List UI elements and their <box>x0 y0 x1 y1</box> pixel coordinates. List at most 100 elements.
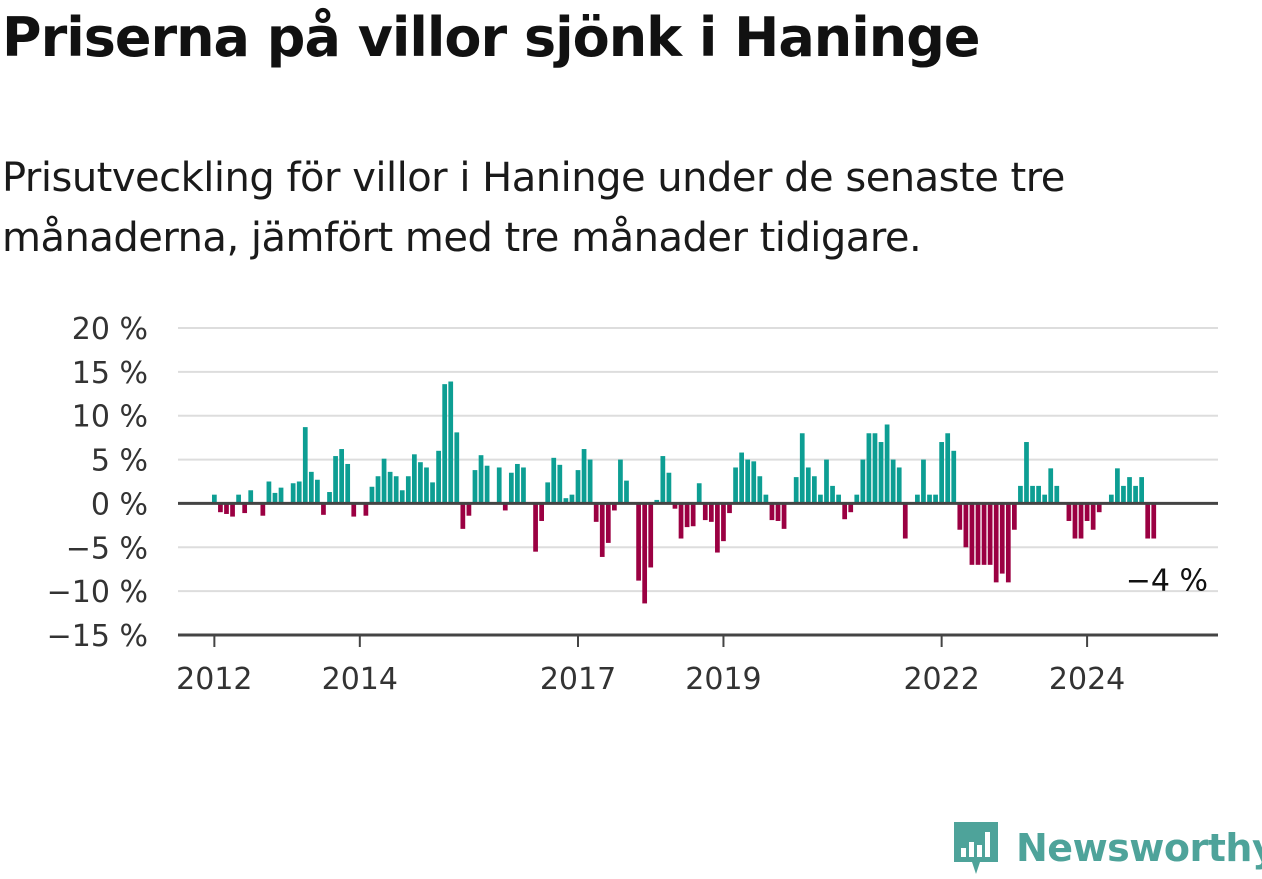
bar <box>975 503 981 565</box>
bar <box>799 433 805 504</box>
bar <box>793 477 799 504</box>
bar <box>1133 485 1138 504</box>
bar <box>521 467 526 504</box>
bar <box>460 503 466 529</box>
bar <box>999 503 1005 574</box>
y-tick-label: 20 % <box>72 312 148 347</box>
x-tick-label: 2019 <box>685 662 761 697</box>
x-tick-label: 2012 <box>176 662 252 697</box>
x-axis-tick-labels: 2012 2014 2017 2019 2022 2024 <box>176 635 1125 697</box>
bar <box>472 470 478 504</box>
bar-chart-logo-icon <box>954 822 998 874</box>
bar <box>848 503 854 513</box>
bar <box>727 503 732 514</box>
bar <box>242 503 248 514</box>
bar <box>1090 503 1096 530</box>
bar <box>308 471 314 504</box>
bar <box>1115 468 1120 504</box>
newsworthy-logo: Newsworthy <box>950 818 1262 878</box>
x-tick-label: 2017 <box>540 662 616 697</box>
bar <box>624 480 629 504</box>
bar <box>921 459 926 504</box>
bar <box>1030 485 1035 504</box>
bar <box>1012 503 1017 530</box>
bar <box>672 503 678 509</box>
bar <box>660 456 666 504</box>
axes <box>178 501 1218 637</box>
bar <box>654 499 660 504</box>
bar <box>1072 503 1078 539</box>
bar <box>836 494 841 504</box>
bar <box>939 442 944 504</box>
bar <box>830 485 835 504</box>
bar <box>418 462 423 504</box>
y-tick-label: 15 % <box>72 356 148 391</box>
bar <box>1036 485 1041 504</box>
bar <box>860 459 866 504</box>
bar <box>587 459 593 504</box>
bar <box>236 494 241 504</box>
latest-value-label: −4 % <box>1126 564 1208 599</box>
bar <box>884 424 890 504</box>
bar <box>375 476 381 504</box>
bar-chart: 20 %15 %10 %5 %0 %−5 %−10 %−15 % 2012 201… <box>47 312 1218 697</box>
bar <box>405 476 411 504</box>
bar <box>678 503 684 539</box>
bar <box>708 503 714 522</box>
bar <box>351 503 357 517</box>
bar <box>1054 485 1060 504</box>
bar <box>551 457 557 504</box>
bar <box>581 449 587 504</box>
bar <box>1151 503 1157 539</box>
bar <box>557 464 563 504</box>
y-tick-label: −5 % <box>66 531 148 566</box>
bar <box>696 483 702 504</box>
bar <box>448 381 454 504</box>
bar <box>496 467 502 504</box>
bar <box>1121 485 1126 504</box>
bar-series <box>212 381 1157 604</box>
bar <box>993 503 999 583</box>
bar <box>721 503 726 542</box>
bar <box>502 503 508 511</box>
bar <box>478 455 484 504</box>
bar <box>315 479 320 504</box>
bar <box>927 494 932 504</box>
bar <box>945 433 951 504</box>
bar <box>890 459 896 504</box>
bar <box>484 465 490 504</box>
bar <box>387 471 393 504</box>
bar <box>1145 503 1151 539</box>
bar <box>969 503 975 565</box>
bar <box>702 503 708 521</box>
chart-title: Priserna på villor sjönk i Haninge <box>2 6 980 69</box>
bar <box>896 467 902 504</box>
bar <box>981 503 987 565</box>
bar <box>436 450 441 504</box>
bar <box>1066 503 1072 521</box>
bar <box>442 384 448 504</box>
bar <box>302 427 308 504</box>
bar <box>599 503 605 557</box>
bar <box>715 503 720 553</box>
bar <box>805 467 811 504</box>
bar <box>987 503 993 565</box>
bar <box>866 433 872 504</box>
bar <box>605 503 611 543</box>
bar <box>454 432 460 504</box>
bar <box>1084 503 1090 521</box>
bar <box>963 503 969 548</box>
bar <box>763 494 769 504</box>
bar <box>545 482 551 504</box>
bar <box>618 459 623 504</box>
bar <box>648 503 654 568</box>
bar <box>751 461 757 504</box>
bar <box>333 456 338 504</box>
bar <box>818 494 823 504</box>
bar <box>1005 503 1011 583</box>
bar <box>842 503 848 520</box>
bar <box>1018 485 1023 504</box>
bar <box>363 503 369 516</box>
bar <box>290 483 296 504</box>
bar <box>224 503 229 514</box>
